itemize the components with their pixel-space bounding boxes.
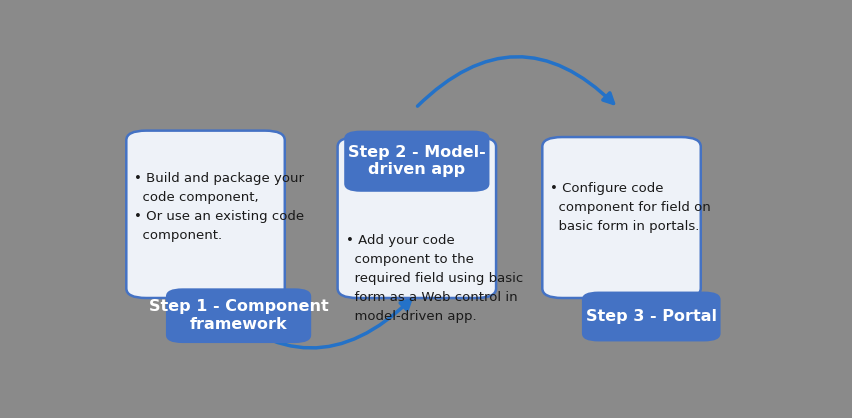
Text: Step 1 - Component
framework: Step 1 - Component framework (149, 299, 328, 332)
Text: • Add your code
  component to the
  required field using basic
  form as a Web : • Add your code component to the require… (346, 234, 523, 323)
Text: Step 2 - Model-
driven app: Step 2 - Model- driven app (348, 145, 486, 177)
FancyBboxPatch shape (337, 137, 496, 298)
FancyBboxPatch shape (582, 292, 721, 342)
Text: Step 3 - Portal: Step 3 - Portal (585, 309, 717, 324)
FancyBboxPatch shape (344, 130, 489, 192)
Text: • Build and package your
  code component,
• Or use an existing code
  component: • Build and package your code component,… (135, 173, 304, 242)
FancyBboxPatch shape (543, 137, 701, 298)
FancyBboxPatch shape (126, 130, 285, 298)
FancyBboxPatch shape (166, 288, 311, 343)
Text: • Configure code
  component for field on
  basic form in portals.: • Configure code component for field on … (550, 182, 711, 233)
